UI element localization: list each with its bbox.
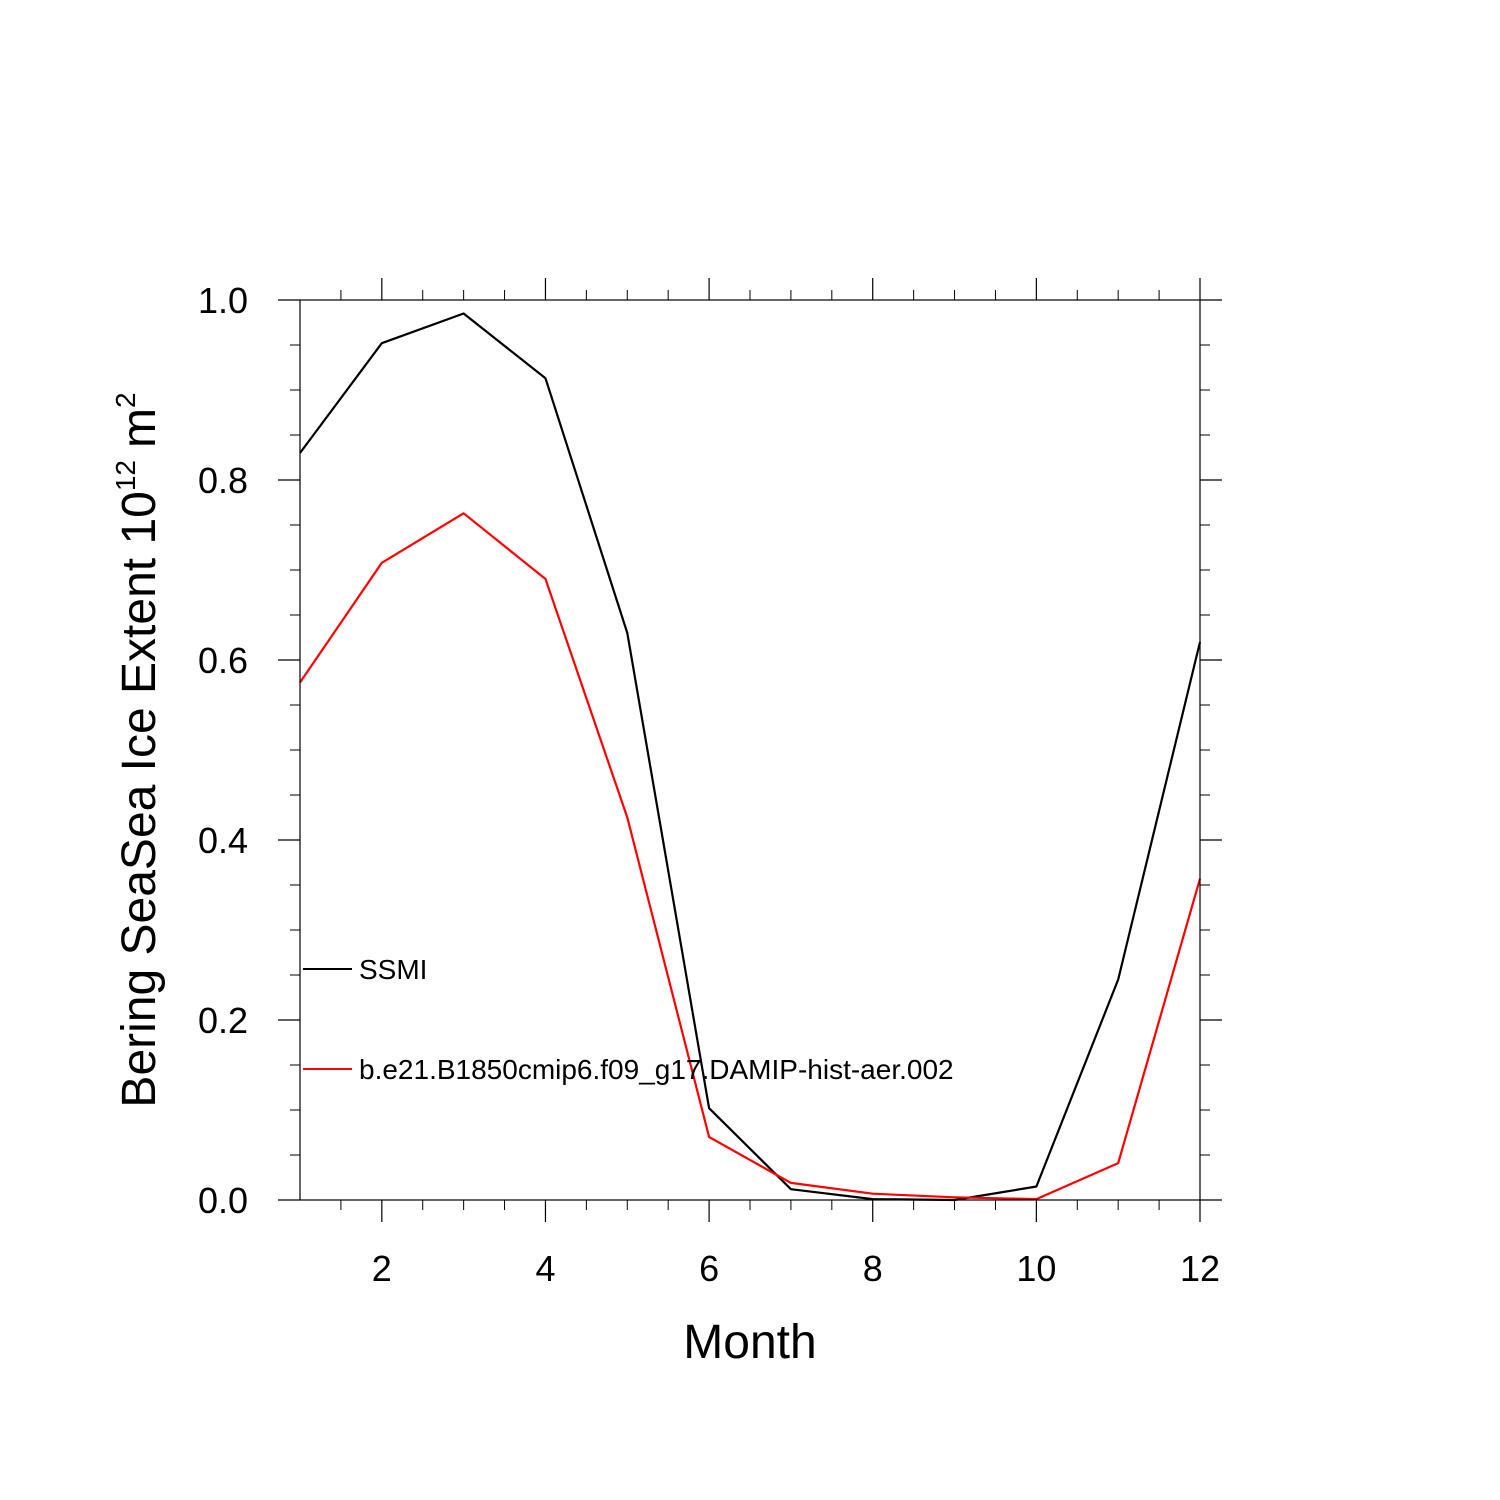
y-tick-label: 0.6: [198, 640, 248, 681]
y-tick-label: 0.2: [198, 1000, 248, 1041]
x-tick-label: 4: [535, 1248, 555, 1289]
series-lines: [299, 312, 1202, 1202]
y-axis-title-unit: m: [113, 408, 166, 448]
y-axis-title-main: Bering SeaSea Ice Extent 10: [113, 491, 166, 1107]
x-tick-label: 12: [1180, 1248, 1220, 1289]
major-tick-marks: [278, 278, 1222, 1222]
y-axis-title: Bering SeaSea Ice Extent 1012 m2: [110, 392, 166, 1107]
x-tick-label: 8: [863, 1248, 883, 1289]
plot-frame: [299, 299, 1201, 1201]
x-tick-label: 6: [699, 1248, 719, 1289]
y-axis-title-exponent: 12: [110, 460, 141, 491]
y-tick-label: 1.0: [198, 280, 248, 321]
y-axis-title-unit-exponent: 2: [110, 392, 141, 408]
y-tick-label: 0.0: [198, 1180, 248, 1221]
legend-label-damip: b.e21.B1850cmip6.f09_g17.DAMIP-hist-aer.…: [359, 1054, 954, 1085]
x-axis-title: Month: [683, 1316, 816, 1369]
legend: SSMI b.e21.B1850cmip6.f09_g17.DAMIP-hist…: [303, 954, 954, 1085]
y-tick-label: 0.4: [198, 820, 248, 861]
x-tick-label: 10: [1016, 1248, 1056, 1289]
series-line-ssmi: [299, 312, 1202, 1202]
tick-labels: 2 4 6 8 10 12 0.0 0.2 0.4 0.6 0.8 1.0: [198, 280, 1220, 1289]
series-line-damip: [299, 512, 1202, 1201]
x-tick-label: 2: [372, 1248, 392, 1289]
legend-label-ssmi: SSMI: [359, 954, 427, 985]
y-tick-label: 0.8: [198, 460, 248, 501]
minor-tick-marks: [290, 290, 1210, 1210]
